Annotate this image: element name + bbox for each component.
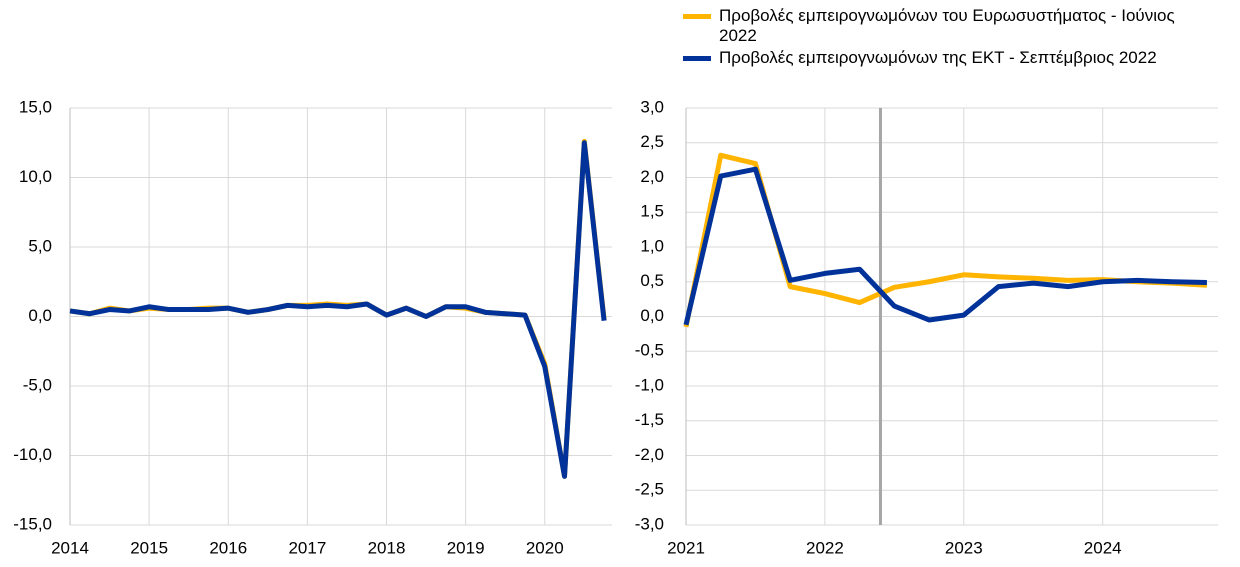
y-tick-label: -3,0 [635, 514, 664, 533]
y-tick-label: 15,0 [19, 97, 52, 116]
y-tick-label: -15,0 [13, 514, 52, 533]
x-tick-label: 2021 [667, 538, 705, 557]
legend-entry: Προβολές εμπειρογνωμόνων της ΕΚΤ - Σεπτέ… [683, 48, 1209, 68]
x-tick-label: 2014 [51, 538, 89, 557]
y-tick-label: 0,0 [28, 306, 52, 325]
x-tick-label: 2019 [447, 538, 485, 557]
y-tick-label: 2,5 [640, 132, 664, 151]
x-tick-label: 2024 [1084, 538, 1122, 557]
legend-label: Προβολές εμπειρογνωμόνων της ΕΚΤ - Σεπτέ… [719, 48, 1157, 67]
y-tick-label: -10,0 [13, 445, 52, 464]
x-tick-label: 2017 [288, 538, 326, 557]
x-tick-label: 2018 [368, 538, 406, 557]
y-tick-label: -1,5 [635, 410, 664, 429]
legend-label: Προβολές εμπειρογνωμόνων του Ευρωσυστήμα… [719, 6, 1175, 45]
series-line [683, 166, 1207, 326]
x-tick-label: 2016 [209, 538, 247, 557]
y-tick-label: -0,5 [635, 341, 664, 360]
x-tick-label: 2020 [526, 538, 564, 557]
y-tick-label: 2,0 [640, 167, 664, 186]
legend-entry: Προβολές εμπειρογνωμόνων του Ευρωσυστήμα… [683, 6, 1209, 46]
y-tick-label: -1,0 [635, 375, 664, 394]
series-line [683, 152, 1208, 328]
y-tick-label: -2,0 [635, 445, 664, 464]
legend: Προβολές εμπειρογνωμόνων του Ευρωσυστήμα… [683, 6, 1223, 70]
legend-swatch [683, 14, 711, 19]
series-line [69, 140, 607, 479]
legend-swatch [683, 56, 711, 61]
y-tick-label: 3,0 [640, 97, 664, 116]
x-tick-label: 2015 [130, 538, 168, 557]
y-tick-label: 5,0 [28, 236, 52, 255]
x-tick-label: 2022 [806, 538, 844, 557]
y-tick-label: 0,0 [640, 306, 664, 325]
y-tick-label: -5,0 [23, 375, 52, 394]
y-tick-label: 10,0 [19, 167, 52, 186]
x-tick-label: 2023 [945, 538, 983, 557]
y-tick-label: 0,5 [640, 271, 664, 290]
y-tick-label: 1,0 [640, 236, 664, 255]
y-tick-label: -2,5 [635, 480, 664, 499]
y-tick-label: 1,5 [640, 202, 664, 221]
